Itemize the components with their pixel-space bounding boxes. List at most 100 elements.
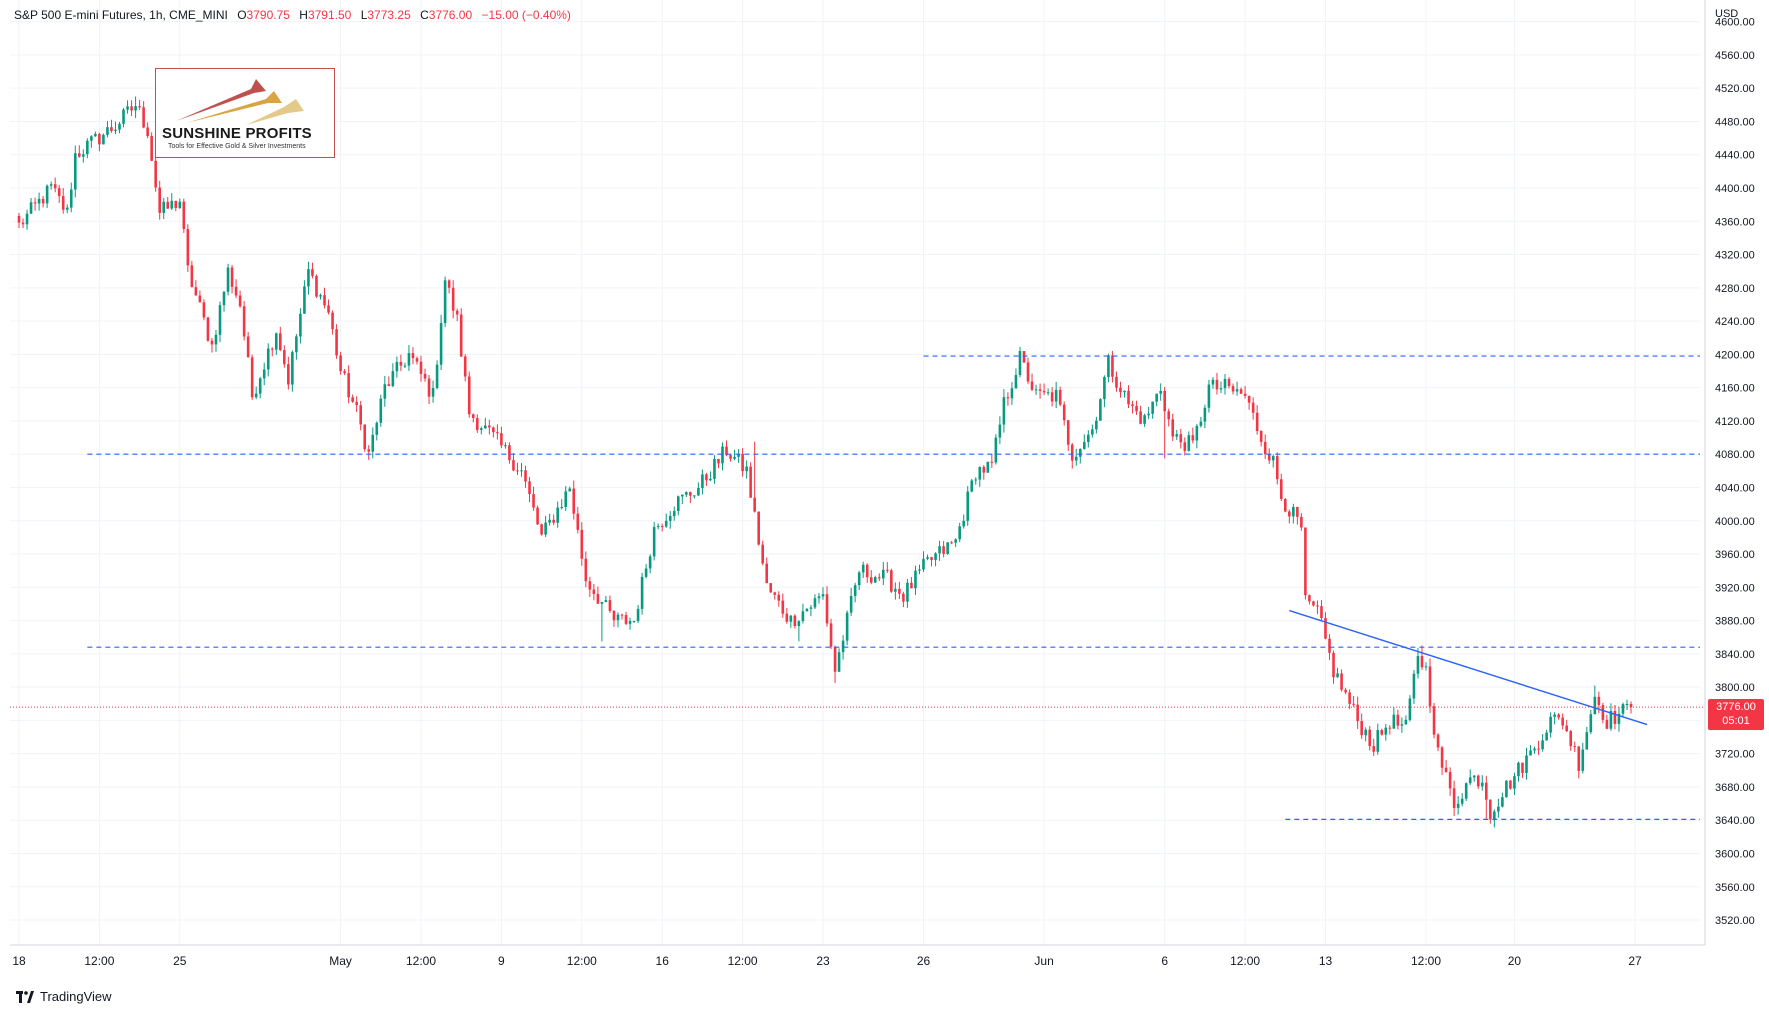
candle-body — [1312, 601, 1315, 606]
candle-body — [777, 594, 781, 601]
candle-body — [475, 418, 479, 430]
candle-body — [958, 526, 961, 540]
candle-body — [65, 207, 69, 210]
close-value: 3776.00 — [428, 8, 473, 22]
candle-body — [701, 474, 704, 489]
candle-body — [1091, 429, 1094, 435]
candle-body — [660, 526, 664, 528]
candle-body — [544, 522, 547, 535]
time-tick-label: 12:00 — [406, 954, 436, 968]
candle-body — [580, 529, 584, 559]
candle-body — [1448, 772, 1452, 789]
candle-body — [1348, 692, 1351, 704]
candle-body — [262, 369, 266, 379]
candle-body — [496, 432, 499, 434]
candle-body — [685, 492, 688, 495]
open-value: 3790.75 — [246, 8, 290, 22]
candle-body — [693, 495, 696, 497]
candle-body — [548, 519, 551, 523]
candle-body — [1505, 780, 1508, 798]
candle-body — [403, 365, 407, 367]
candle-body — [343, 371, 346, 374]
price-tick-label: 3560.00 — [1715, 882, 1755, 894]
candle-body — [210, 340, 214, 345]
candle-body — [1601, 705, 1605, 720]
logo-tagline: Tools for Effective Gold & Silver Invest… — [168, 143, 306, 150]
candle-body — [1263, 441, 1267, 455]
candle-body — [817, 596, 821, 599]
candle-body — [73, 153, 77, 190]
candle-body — [206, 317, 210, 341]
candle-body — [914, 570, 917, 589]
candle-body — [1440, 747, 1444, 768]
candle-body — [387, 384, 391, 387]
candle-body — [1372, 746, 1376, 752]
candle-body — [190, 265, 194, 288]
candle-body — [1308, 595, 1311, 602]
candle-body — [480, 428, 483, 430]
price-tick-label: 4200.00 — [1715, 349, 1755, 361]
candle-body — [1392, 714, 1396, 729]
candle-body — [906, 582, 909, 602]
tradingview-brand[interactable]: TradingView — [16, 989, 112, 1004]
candle-body — [950, 542, 953, 544]
candle-body — [1259, 431, 1263, 442]
candle-body — [1050, 392, 1054, 402]
candle-body — [98, 133, 101, 145]
candle-body — [922, 558, 925, 570]
candle-body — [1517, 762, 1520, 777]
candle-body — [1127, 390, 1130, 405]
candle-body — [455, 310, 459, 315]
candle-body — [1565, 725, 1568, 732]
candle-body — [588, 581, 592, 590]
candle-body — [170, 200, 174, 209]
candle-body — [1412, 673, 1416, 699]
trend-line[interactable] — [1289, 609, 1648, 726]
candle-body — [749, 466, 752, 498]
candle-body — [1316, 605, 1319, 607]
candle-body — [1573, 746, 1577, 748]
bar-countdown: 05:01 — [1722, 715, 1750, 728]
candle-body — [1384, 727, 1388, 735]
candle-body — [1223, 379, 1227, 389]
candle-body — [1279, 479, 1283, 499]
candle-body — [1187, 435, 1191, 451]
candle-body — [1275, 456, 1279, 480]
candle-body — [1368, 729, 1372, 747]
candle-body — [126, 106, 129, 110]
candle-body — [1364, 729, 1367, 736]
candle-body — [138, 106, 141, 108]
candle-body — [1296, 506, 1299, 517]
candle-body — [536, 507, 539, 525]
candle-body — [540, 524, 543, 535]
time-tick-label: 9 — [498, 954, 505, 968]
candle-body — [194, 287, 198, 296]
price-tick-label: 3720.00 — [1715, 749, 1755, 761]
time-tick-label: 13 — [1319, 954, 1333, 968]
candle-body — [1018, 351, 1022, 376]
candle-body — [841, 640, 845, 653]
candle-body — [1139, 411, 1142, 424]
candle-body — [1376, 730, 1380, 752]
candle-body — [974, 479, 978, 481]
candle-body — [1066, 420, 1070, 445]
candle-body — [729, 455, 732, 459]
candle-body — [568, 488, 572, 492]
candle-body — [174, 200, 178, 209]
candle-body — [737, 453, 740, 457]
candle-body — [1541, 740, 1544, 750]
candle-body — [676, 496, 680, 512]
candle-body — [1215, 379, 1219, 390]
candle-body — [1135, 405, 1138, 412]
candle-body — [1493, 811, 1496, 820]
candle-body — [998, 424, 1002, 438]
price-tick-label: 4120.00 — [1715, 416, 1755, 428]
candle-body — [604, 600, 608, 602]
candle-body — [250, 357, 254, 398]
candle-body — [785, 613, 789, 622]
candle-body — [1271, 456, 1275, 461]
candle-body — [1501, 797, 1504, 807]
candle-body — [198, 295, 202, 303]
candle-body — [725, 446, 728, 456]
